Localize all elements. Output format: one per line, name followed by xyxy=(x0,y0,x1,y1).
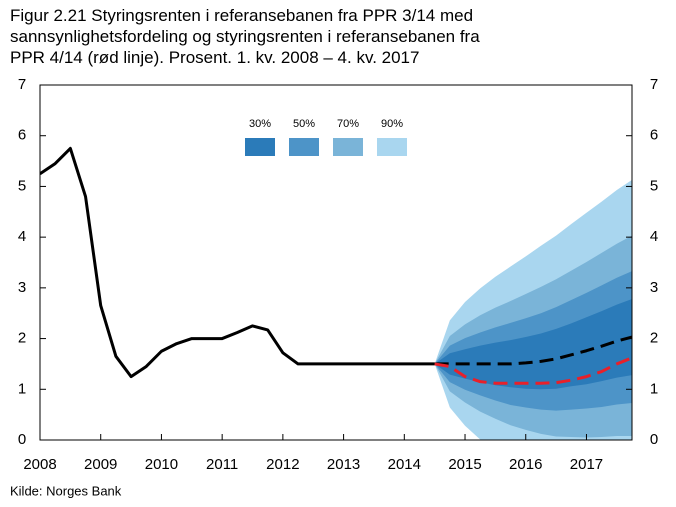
y-tick-label: 1 xyxy=(18,380,26,397)
chart-title: sannsynlighetsfordeling og styringsrente… xyxy=(10,27,480,46)
x-tick-label: 2015 xyxy=(448,456,481,473)
legend-label: 30% xyxy=(249,118,271,130)
y2-tick-label: 1 xyxy=(650,380,658,397)
chart-title: PPR 4/14 (rød linje). Prosent. 1. kv. 20… xyxy=(10,48,419,67)
x-tick-label: 2014 xyxy=(388,456,421,473)
legend-label: 50% xyxy=(293,118,315,130)
source: Kilde: Norges Bank xyxy=(10,483,122,498)
x-tick-label: 2016 xyxy=(509,456,542,473)
y-tick-label: 4 xyxy=(18,228,26,245)
y2-tick-label: 2 xyxy=(650,330,658,347)
legend-label: 70% xyxy=(337,118,359,130)
plot-area xyxy=(40,146,632,440)
y-tick-label: 0 xyxy=(18,431,26,448)
y-tick-label: 5 xyxy=(18,177,26,194)
x-tick-label: 2008 xyxy=(23,456,56,473)
line xyxy=(40,146,435,379)
line xyxy=(434,356,632,385)
plot-frame xyxy=(39,84,633,441)
legend-swatch xyxy=(333,138,363,156)
x-tick-label: 2009 xyxy=(84,456,117,473)
x-tick-label: 2010 xyxy=(145,456,178,473)
y2-tick-label: 5 xyxy=(650,177,658,194)
y2-tick-label: 3 xyxy=(650,279,658,296)
legend-label: 90% xyxy=(381,118,403,130)
y2-tick-label: 0 xyxy=(650,431,658,448)
x-tick-label: 2011 xyxy=(206,456,238,473)
legend-swatch xyxy=(289,138,319,156)
legend-swatch xyxy=(245,138,275,156)
y2-tick-label: 4 xyxy=(650,228,658,245)
y-tick-label: 7 xyxy=(18,76,26,93)
legend-swatch xyxy=(377,138,407,156)
y-tick-label: 2 xyxy=(18,330,26,347)
fan-band xyxy=(434,299,632,390)
chart-title: Figur 2.21 Styringsrenten i referanseban… xyxy=(10,6,473,25)
x-tick-label: 2013 xyxy=(327,456,360,473)
y-tick-label: 6 xyxy=(18,127,26,144)
y2-tick-label: 7 xyxy=(650,76,658,93)
y-tick-label: 3 xyxy=(18,279,26,296)
line xyxy=(434,335,632,366)
y2-tick-label: 6 xyxy=(650,127,658,144)
x-tick-label: 2012 xyxy=(266,456,299,473)
x-tick-label: 2017 xyxy=(570,456,603,473)
